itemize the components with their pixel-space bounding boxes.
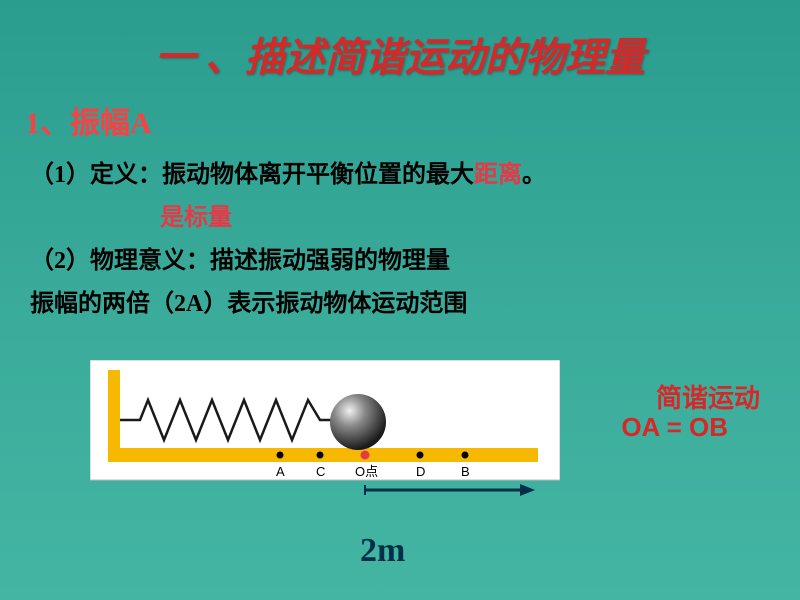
point-A <box>277 452 284 459</box>
diagram-svg: A C O点 D B <box>90 360 560 510</box>
meaning-line: （2）物理意义：描述振动强弱的物理量 <box>0 236 800 279</box>
label-C: C <box>316 464 325 479</box>
point-C <box>317 452 324 459</box>
point-D <box>417 452 424 459</box>
definition-line: （1）定义：振动物体离开平衡位置的最大距离。 <box>0 150 800 193</box>
point-B <box>462 452 469 459</box>
page-title: 一 、描述简谐运动的物理量 <box>0 0 800 98</box>
oscillator-ball <box>330 394 386 450</box>
scalar-line: 是标量 <box>0 193 800 236</box>
def-prefix: （1）定义：振动物体离开平衡位置的最大 <box>30 162 474 188</box>
range-line: 振幅的两倍（2A）表示振动物体运动范围 <box>0 279 800 322</box>
label-B: B <box>461 464 470 479</box>
arrow-head <box>520 484 535 496</box>
oa-ob-label: OA = OB <box>621 412 728 443</box>
def-suffix: 。 <box>522 162 546 188</box>
distance-label: 2m <box>360 532 405 570</box>
def-highlight: 距离 <box>474 162 522 188</box>
section-heading: 1、振幅A <box>0 98 800 150</box>
label-O: O点 <box>355 464 378 479</box>
point-O <box>361 451 370 460</box>
shm-label: 简谐运动 <box>656 378 760 415</box>
label-D: D <box>416 464 425 479</box>
label-A: A <box>276 464 285 479</box>
spring-oscillator-diagram: A C O点 D B <box>90 360 560 500</box>
track-vertical <box>108 370 120 460</box>
